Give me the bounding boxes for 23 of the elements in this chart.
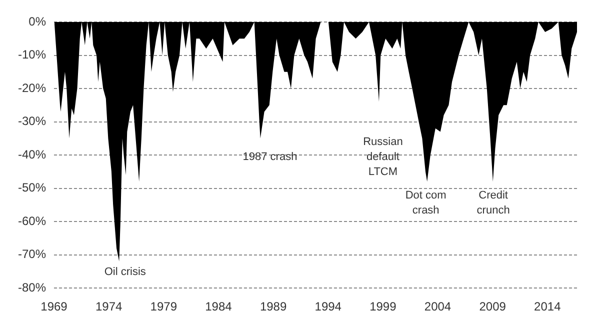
y-tick-label: -50%	[18, 180, 46, 195]
annotation: Dot com crash	[405, 189, 446, 216]
x-tick-label: 2004	[424, 300, 452, 314]
y-tick-label: -80%	[18, 280, 46, 294]
x-tick-label: 1969	[40, 300, 68, 314]
x-tick-label: 1979	[150, 300, 178, 314]
annotation: Oil crisis	[104, 266, 146, 278]
y-tick-label: -30%	[18, 114, 46, 128]
x-tick-label: 1989	[260, 300, 287, 314]
y-tick-label: 0%	[28, 14, 46, 28]
y-tick-label: -10%	[18, 48, 46, 62]
y-tick-label: -60%	[18, 214, 46, 228]
x-tick-label: 2014	[534, 300, 562, 314]
x-tick-label: 1994	[314, 300, 342, 314]
y-tick-label: -40%	[18, 147, 46, 162]
x-tick-label: 1999	[370, 300, 397, 314]
annotation: Credit crunch	[476, 189, 510, 216]
x-tick-label: 1974	[95, 300, 122, 314]
x-tick-label: 1984	[205, 300, 232, 314]
x-tick-label: 2009	[479, 300, 506, 314]
annotation: Russian default LTCM	[363, 136, 403, 178]
y-tick-label: -70%	[18, 247, 46, 262]
y-tick-label: -20%	[18, 80, 46, 95]
